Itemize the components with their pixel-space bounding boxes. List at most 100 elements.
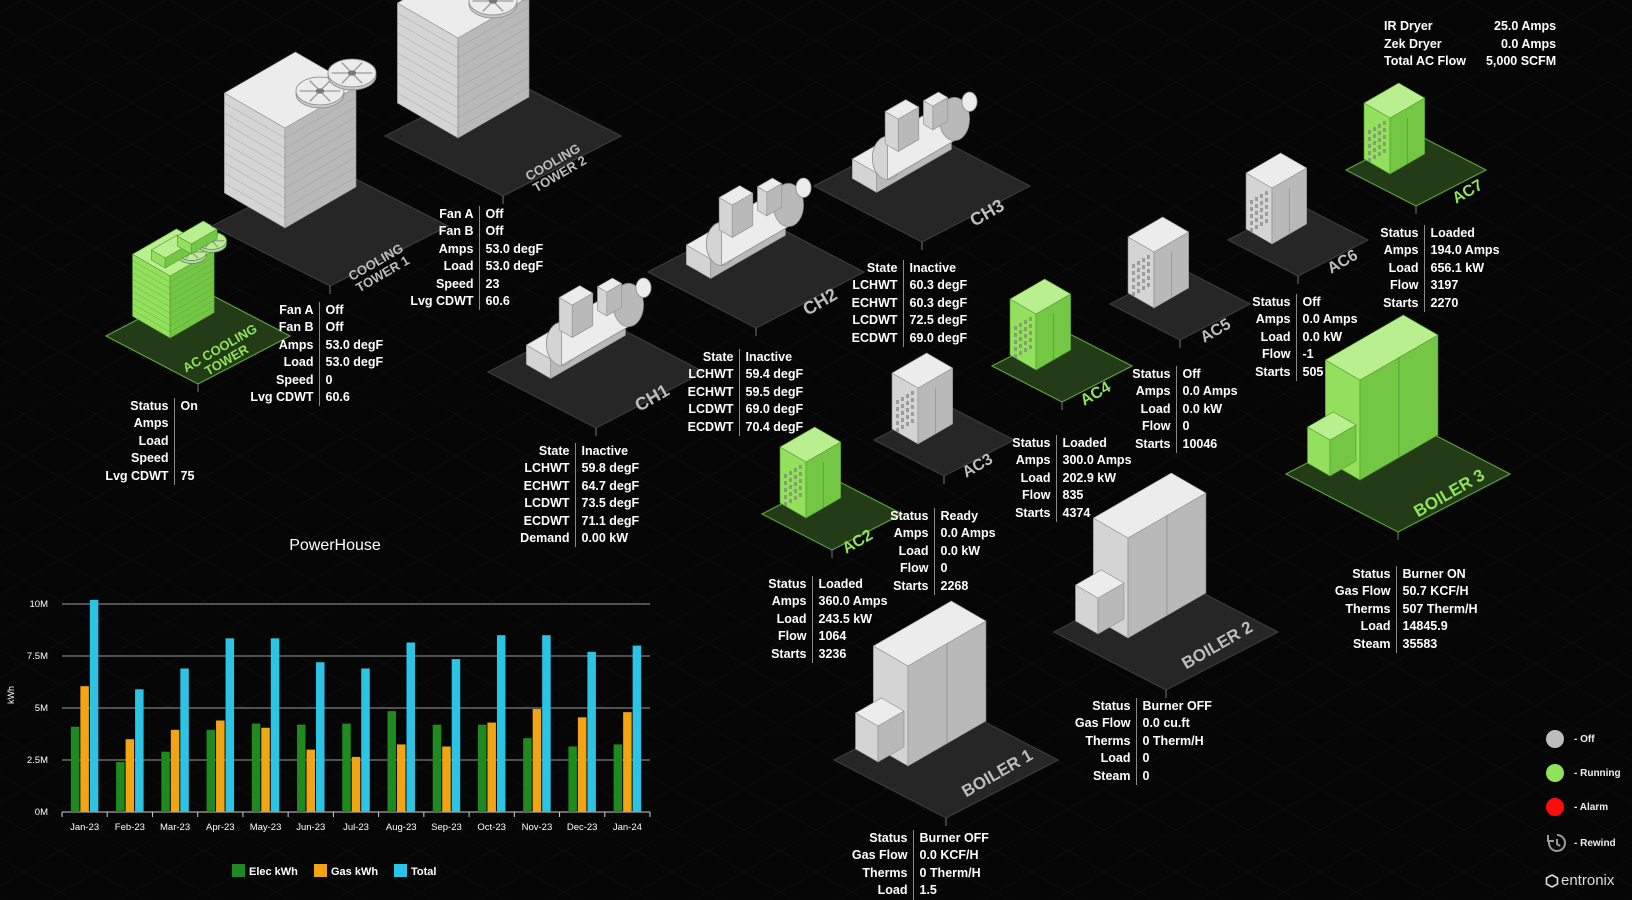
x-tick-label: Feb-23 bbox=[115, 822, 145, 833]
bar-gas-kwh[interactable] bbox=[577, 717, 587, 812]
readout-value: 835 bbox=[1062, 488, 1084, 503]
chart-title: PowerHouse bbox=[289, 537, 381, 554]
cooling-tower-2-unit[interactable]: COOLINGTOWER 2 bbox=[383, 0, 623, 204]
legend-label: - Off bbox=[1574, 733, 1595, 745]
readout-key: Speed bbox=[250, 371, 320, 390]
ch1-icon bbox=[525, 277, 652, 379]
bar-total[interactable] bbox=[270, 638, 280, 812]
summary-label: Total AC Flow bbox=[1384, 54, 1466, 68]
bar-gas-kwh[interactable] bbox=[487, 722, 496, 812]
readout-row: Lvg CDWT 60.6 bbox=[410, 293, 543, 311]
ac-cooling-tower-unit[interactable]: AC COOLINGTOWER bbox=[104, 220, 292, 392]
readout-value bbox=[174, 433, 198, 450]
bar-gas-kwh[interactable] bbox=[442, 746, 451, 812]
bar-gas-kwh[interactable] bbox=[306, 749, 316, 812]
ch2-unit[interactable]: CH2 bbox=[646, 177, 866, 336]
readout-key: Steam bbox=[1334, 635, 1397, 654]
bar-elec-kwh[interactable] bbox=[523, 738, 532, 812]
readout-value: Off bbox=[1302, 295, 1321, 309]
ac3-unit[interactable]: AC3 bbox=[872, 352, 1016, 484]
readout-key: State bbox=[520, 443, 576, 461]
chart-legend-item[interactable]: Total bbox=[394, 864, 436, 878]
summary-label: IR Dryer bbox=[1384, 19, 1433, 33]
readout-key: Starts bbox=[890, 577, 935, 596]
readout-row: Steam 0 bbox=[1074, 767, 1212, 786]
boiler1-unit[interactable]: BOILER 1 bbox=[832, 600, 1060, 826]
ch3-unit[interactable]: CH3 bbox=[812, 91, 1032, 250]
bar-elec-kwh[interactable] bbox=[251, 723, 261, 812]
bar-gas-kwh[interactable] bbox=[623, 712, 632, 812]
readout-key: LCDWT bbox=[520, 495, 576, 513]
ac6-unit[interactable]: AC6 bbox=[1226, 152, 1370, 284]
bar-total[interactable] bbox=[496, 635, 506, 812]
bar-total[interactable] bbox=[542, 635, 551, 812]
bar-elec-kwh[interactable] bbox=[477, 724, 487, 812]
ch1-unit[interactable]: CH1 bbox=[486, 277, 706, 436]
ac7-unit[interactable]: AC7 bbox=[1344, 82, 1488, 214]
readout-key: Amps bbox=[105, 415, 175, 433]
boiler2-unit[interactable]: BOILER 2 bbox=[1052, 472, 1280, 698]
bar-elec-kwh[interactable] bbox=[568, 746, 577, 812]
bar-elec-kwh[interactable] bbox=[432, 724, 442, 812]
bar-gas-kwh[interactable] bbox=[216, 720, 225, 812]
bar-gas-kwh[interactable] bbox=[351, 756, 361, 812]
ac5-unit[interactable]: AC5 bbox=[1108, 216, 1252, 348]
readout-value: 656.1 kW bbox=[1430, 260, 1485, 275]
bar-elec-kwh[interactable] bbox=[613, 744, 623, 812]
bar-gas-kwh[interactable] bbox=[261, 727, 270, 812]
rewind-icon[interactable] bbox=[1546, 832, 1568, 854]
bar-total[interactable] bbox=[316, 662, 325, 812]
bar-gas-kwh[interactable] bbox=[396, 744, 406, 812]
bar-total[interactable] bbox=[89, 599, 99, 812]
readout-value: 0 bbox=[1142, 751, 1150, 766]
bar-elec-kwh[interactable] bbox=[387, 711, 396, 812]
readout-row: ECHWT 59.5 degF bbox=[687, 383, 803, 402]
legend-alarm: - Alarm bbox=[1546, 798, 1608, 816]
readout-value: 0.0 KCF/H bbox=[919, 848, 979, 863]
readout-row: ECDWT 69.0 degF bbox=[851, 329, 967, 348]
readout-row: Starts 10046 bbox=[1132, 435, 1237, 454]
powerhouse-chart: kWh0M2.5M5M7.5M10M12.5MJan-23Feb-23Mar-2… bbox=[6, 599, 651, 878]
bar-elec-kwh[interactable] bbox=[297, 724, 306, 812]
bar-gas-kwh[interactable] bbox=[170, 729, 180, 812]
readout-key: Status bbox=[1074, 698, 1137, 716]
bar-gas-kwh[interactable] bbox=[125, 739, 135, 812]
chart-legend-item[interactable]: Gas kWh bbox=[314, 864, 378, 878]
ac2-unit[interactable]: AC2 bbox=[760, 426, 904, 558]
readout-value: 505 bbox=[1302, 364, 1324, 379]
readout-value: 202.9 kW bbox=[1062, 470, 1117, 485]
readout-key: Therms bbox=[851, 864, 914, 883]
x-tick-label: Jan-24 bbox=[613, 822, 642, 833]
readout-row: Amps 360.0 Amps bbox=[768, 593, 888, 611]
ac4-unit[interactable]: AC4 bbox=[990, 278, 1134, 410]
bar-total[interactable] bbox=[225, 638, 235, 812]
legend-rewind[interactable]: - Rewind bbox=[1546, 832, 1616, 854]
bar-elec-kwh[interactable] bbox=[116, 762, 125, 812]
bar-elec-kwh[interactable] bbox=[206, 729, 216, 812]
bar-elec-kwh[interactable] bbox=[342, 723, 351, 812]
readout-key: Load bbox=[250, 354, 320, 372]
readout-key: State bbox=[851, 260, 904, 278]
chart-legend-item[interactable]: Elec kWh bbox=[232, 864, 298, 878]
bar-gas-kwh[interactable] bbox=[532, 709, 542, 812]
bar-total[interactable] bbox=[632, 645, 642, 812]
readout-key: Starts bbox=[1380, 294, 1425, 313]
bar-elec-kwh[interactable] bbox=[161, 751, 170, 812]
readout-key: Demand bbox=[520, 530, 576, 548]
readout-row: Status Off bbox=[1132, 366, 1237, 384]
bar-total[interactable] bbox=[135, 689, 144, 812]
bar-total[interactable] bbox=[406, 642, 415, 812]
readout-key: Load bbox=[105, 432, 175, 451]
boiler3-unit[interactable]: BOILER 3 bbox=[1284, 314, 1512, 540]
readout-key: Status bbox=[768, 576, 813, 594]
bar-total[interactable] bbox=[587, 651, 596, 812]
readout-value: 0.00 kW bbox=[581, 531, 629, 546]
bar-total[interactable] bbox=[361, 668, 370, 812]
bar-total[interactable] bbox=[451, 659, 461, 812]
readout-row: Flow -1 bbox=[1252, 346, 1357, 364]
bar-elec-kwh[interactable] bbox=[70, 726, 80, 812]
cooling-tower-1-unit[interactable]: COOLINGTOWER 1 bbox=[210, 51, 450, 296]
legend-swatch bbox=[314, 864, 327, 877]
bar-gas-kwh[interactable] bbox=[80, 686, 89, 812]
bar-total[interactable] bbox=[180, 668, 189, 812]
